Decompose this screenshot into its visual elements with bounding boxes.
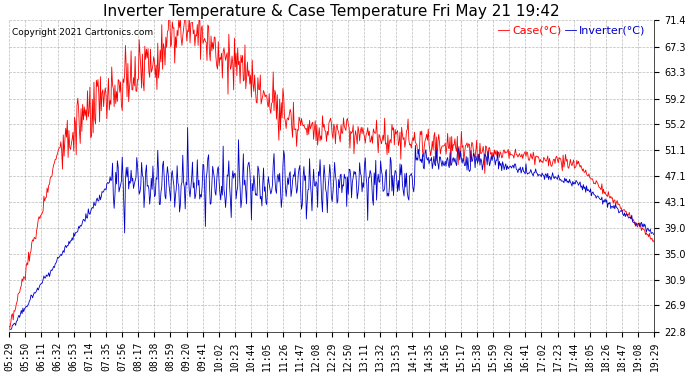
Inverter(°C)	[5, 327, 13, 331]
Inverter(°C)	[46, 274, 54, 279]
Case(°C)	[382, 142, 390, 146]
Inverter(°C)	[650, 232, 658, 237]
Inverter(°C)	[496, 163, 504, 168]
Line: Case(°C): Case(°C)	[9, 4, 654, 327]
Case(°C)	[650, 240, 658, 244]
Inverter(°C)	[562, 177, 571, 181]
Inverter(°C)	[382, 170, 390, 175]
Case(°C)	[496, 150, 504, 154]
Case(°C)	[562, 159, 571, 164]
Case(°C)	[398, 132, 406, 137]
Case(°C)	[417, 129, 426, 133]
Case(°C)	[46, 182, 54, 186]
Title: Inverter Temperature & Case Temperature Fri May 21 19:42: Inverter Temperature & Case Temperature …	[104, 4, 560, 19]
Inverter(°C)	[417, 160, 426, 165]
Inverter(°C)	[184, 125, 192, 130]
Inverter(°C)	[398, 182, 406, 186]
Line: Inverter(°C): Inverter(°C)	[9, 128, 654, 330]
Case(°C)	[5, 324, 13, 328]
Legend: Case(°C), Inverter(°C): Case(°C), Inverter(°C)	[497, 26, 646, 36]
Text: Copyright 2021 Cartronics.com: Copyright 2021 Cartronics.com	[12, 28, 153, 37]
Case(°C)	[6, 325, 14, 330]
Case(°C)	[181, 2, 189, 6]
Inverter(°C)	[7, 327, 15, 332]
